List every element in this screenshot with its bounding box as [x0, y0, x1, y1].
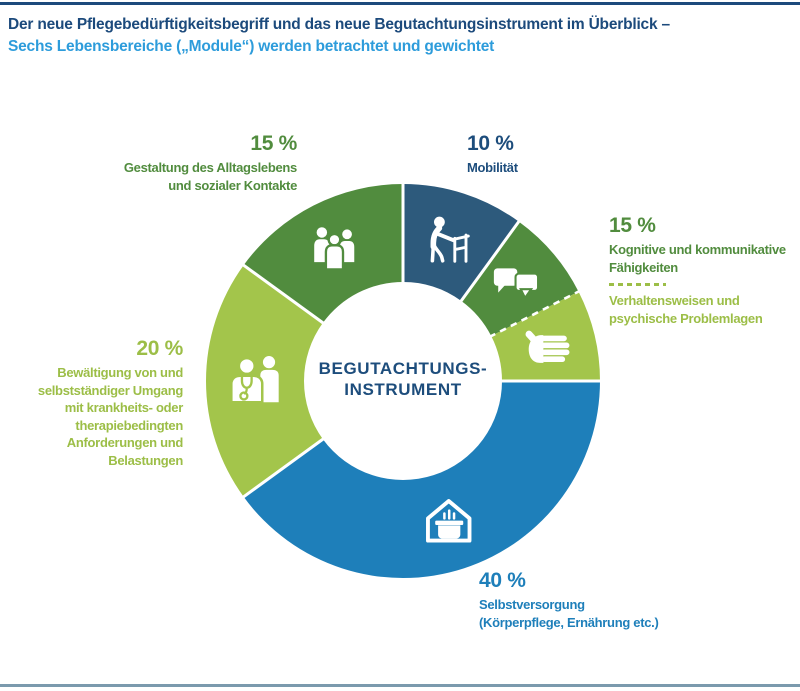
percent-gestaltung: 15 %: [250, 132, 297, 155]
header: Der neue Pflegebedürftigkeitsbegriff und…: [8, 14, 792, 58]
center-label-line1: BEGUTACHTUNGS-: [318, 359, 488, 378]
dashed-divider: [609, 283, 666, 286]
callout-kognitiv: 15 % Kognitive und kommunikative Fähigke…: [609, 214, 786, 327]
callout-mobilitaet: 10 % Mobilität: [467, 132, 518, 177]
segment-separator: [458, 219, 521, 304]
callout-line: mit krankheits- oder: [64, 400, 184, 415]
callout-line: Bewältigung von und: [57, 365, 183, 380]
callout-line: Fähigkeiten: [609, 259, 678, 275]
callout-line: Mobilität: [467, 160, 518, 175]
bottom-rule: [0, 684, 800, 687]
callout-line: therapiebedingten: [75, 417, 183, 433]
callout-line: psychische Problemlagen: [609, 310, 763, 326]
callout-bewaeltigung: 20 % Bewältigung von und selbstständiger…: [38, 337, 183, 469]
center-label-line2: INSTRUMENT: [344, 380, 462, 399]
callout-selbstversorgung: 40 % Selbstversorgung (Körperpflege, Ern…: [479, 569, 659, 631]
callout-line: Belastungen: [108, 452, 183, 468]
callout-line: selbstständiger Umgang: [37, 382, 183, 398]
callout-line: Selbstversorgung: [479, 597, 585, 612]
callout-line: Gestaltung des Alltagslebens: [123, 160, 297, 175]
percent-mobilitaet: 10 %: [467, 132, 514, 155]
percent-kognitiv: 15 %: [609, 214, 656, 237]
page-title-line1: Der neue Pflegebedürftigkeitsbegriff und…: [8, 16, 670, 33]
callout-line: Kognitive und kommunikative: [609, 242, 786, 257]
callout-line: Verhaltensweisen und: [609, 293, 740, 308]
donut-chart: [206, 182, 602, 578]
percent-selbstversorgung: 40 %: [479, 569, 526, 592]
page-title-line2: Sechs Lebensbereiche („Module“) werden b…: [8, 38, 495, 55]
callout-line: (Körperpflege, Ernährung etc.): [479, 614, 659, 630]
segment-separator: [241, 263, 326, 326]
callout-gestaltung: 15 % Gestaltung des Alltagslebens und so…: [124, 132, 297, 194]
donut-segment: [243, 381, 600, 578]
percent-bewaeltigung: 20 %: [136, 337, 183, 360]
callout-line: Anforderungen und: [66, 435, 184, 450]
top-rule: [0, 2, 800, 5]
segment-separator: [241, 436, 326, 499]
donut-center-label: BEGUTACHTUNGS- INSTRUMENT: [253, 358, 553, 400]
callout-line: und sozialer Kontakte: [168, 177, 297, 193]
donut-segment: [403, 184, 519, 301]
callout-kognitiv-sub: Verhaltensweisen und psychische Probleml…: [609, 292, 786, 327]
segment-separator-dashed: [488, 289, 581, 339]
